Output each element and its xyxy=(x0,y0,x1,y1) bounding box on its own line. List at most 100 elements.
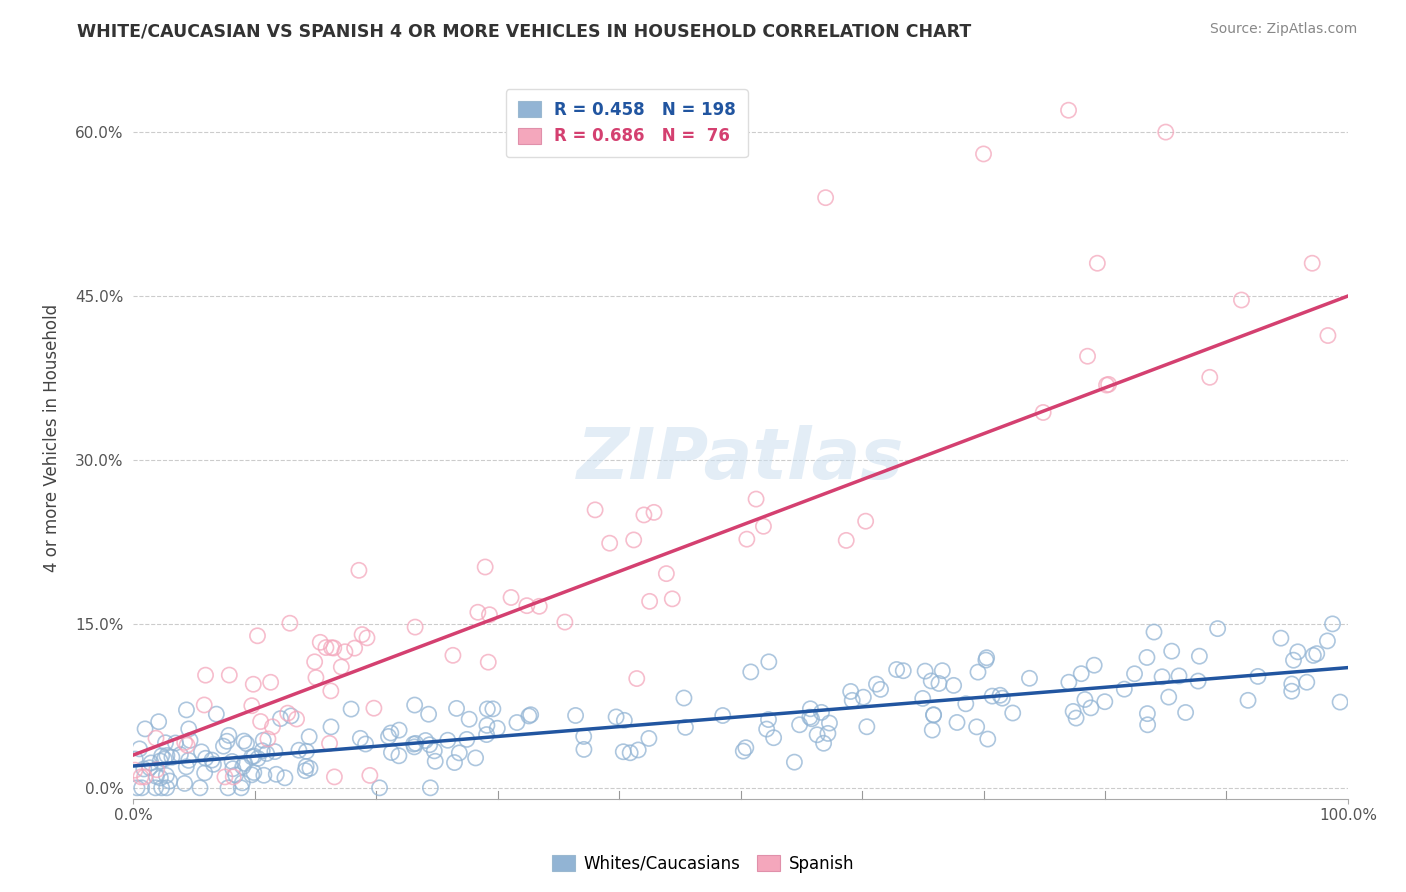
Point xyxy=(156,780,179,795)
Point xyxy=(1136,650,1159,665)
Point xyxy=(173,776,195,790)
Point xyxy=(253,768,276,782)
Point xyxy=(188,780,211,795)
Point xyxy=(404,698,426,712)
Point xyxy=(988,688,1011,702)
Point xyxy=(1152,670,1174,684)
Point xyxy=(277,706,299,720)
Point xyxy=(131,780,153,795)
Point xyxy=(1094,695,1116,709)
Point xyxy=(129,770,152,784)
Point xyxy=(155,736,177,750)
Point xyxy=(1247,669,1270,683)
Point xyxy=(613,714,636,728)
Point xyxy=(855,514,877,528)
Point xyxy=(814,191,837,205)
Point xyxy=(810,706,832,720)
Point xyxy=(404,739,426,754)
Point xyxy=(215,734,238,748)
Point xyxy=(221,755,243,769)
Point xyxy=(145,769,167,783)
Point xyxy=(475,728,498,742)
Point xyxy=(806,728,828,742)
Point xyxy=(740,665,762,679)
Point xyxy=(506,715,529,730)
Point xyxy=(160,750,183,764)
Text: Source: ZipAtlas.com: Source: ZipAtlas.com xyxy=(1209,22,1357,37)
Point xyxy=(257,731,280,746)
Point xyxy=(752,519,775,533)
Point xyxy=(321,640,343,655)
Point xyxy=(486,721,509,735)
Point xyxy=(841,693,863,707)
Point xyxy=(156,748,179,763)
Point xyxy=(1230,293,1253,307)
Point xyxy=(1123,666,1146,681)
Point xyxy=(1070,666,1092,681)
Point xyxy=(1057,675,1080,690)
Point xyxy=(280,709,302,723)
Point xyxy=(922,708,945,723)
Point xyxy=(1286,645,1309,659)
Point xyxy=(205,707,228,722)
Point xyxy=(1329,695,1351,709)
Point xyxy=(309,635,332,649)
Point xyxy=(891,664,914,678)
Point xyxy=(388,748,411,763)
Point xyxy=(252,744,274,758)
Point xyxy=(818,716,841,731)
Point xyxy=(330,660,353,674)
Point xyxy=(783,755,806,769)
Point xyxy=(1083,658,1105,673)
Point xyxy=(202,757,225,772)
Point xyxy=(449,746,471,760)
Point xyxy=(464,751,486,765)
Point xyxy=(214,770,236,784)
Point xyxy=(333,645,356,659)
Point xyxy=(762,731,785,745)
Point xyxy=(981,689,1004,703)
Point xyxy=(212,739,235,754)
Text: ZIPatlas: ZIPatlas xyxy=(576,425,904,494)
Point xyxy=(405,736,427,750)
Point xyxy=(423,744,446,758)
Point xyxy=(865,677,887,691)
Point xyxy=(627,743,650,757)
Point xyxy=(1077,349,1099,363)
Point xyxy=(572,730,595,744)
Point xyxy=(159,774,181,789)
Point xyxy=(404,620,426,634)
Point xyxy=(270,712,292,726)
Point xyxy=(1157,690,1180,704)
Point xyxy=(800,712,823,726)
Point xyxy=(1064,711,1087,725)
Point xyxy=(835,533,858,548)
Point xyxy=(633,508,655,522)
Point xyxy=(458,712,481,726)
Point xyxy=(1316,328,1339,343)
Point xyxy=(252,733,274,747)
Point xyxy=(436,733,458,747)
Point xyxy=(232,734,254,748)
Point xyxy=(138,761,160,775)
Point xyxy=(139,756,162,770)
Point xyxy=(638,594,661,608)
Point xyxy=(402,737,425,751)
Point xyxy=(176,738,198,752)
Point xyxy=(1174,706,1197,720)
Point xyxy=(319,720,342,734)
Point xyxy=(1168,669,1191,683)
Point xyxy=(914,664,936,678)
Point xyxy=(1018,671,1040,685)
Point xyxy=(233,756,256,771)
Point xyxy=(256,747,278,761)
Point xyxy=(1136,706,1159,721)
Point xyxy=(388,723,411,738)
Point xyxy=(955,697,977,711)
Point xyxy=(263,745,285,759)
Point xyxy=(190,745,212,759)
Point xyxy=(145,731,167,746)
Point xyxy=(1160,644,1182,658)
Point xyxy=(165,736,187,750)
Legend: R = 0.458   N = 198, R = 0.686   N =  76: R = 0.458 N = 198, R = 0.686 N = 76 xyxy=(506,89,748,157)
